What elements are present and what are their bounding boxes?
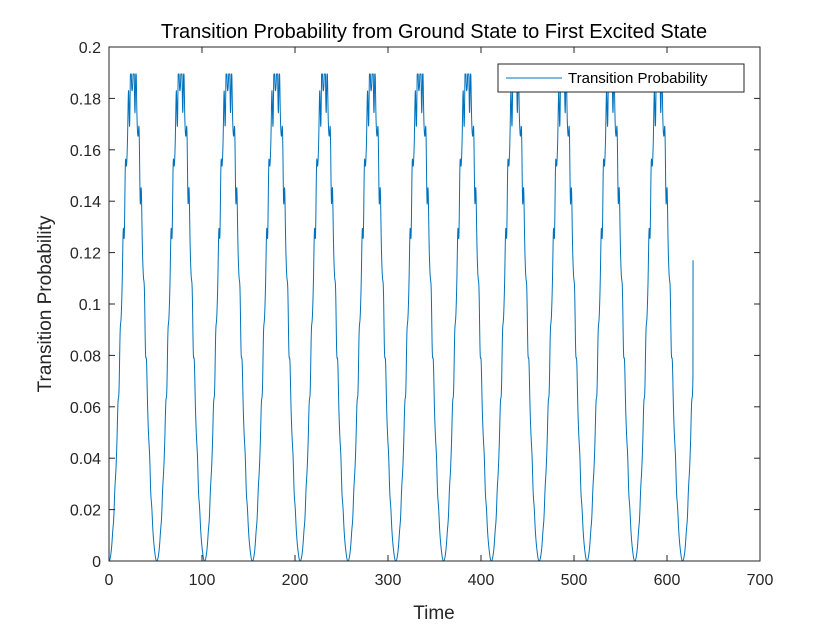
y-axis-title: Transition Probability: [35, 215, 56, 392]
legend: Transition Probability: [497, 63, 745, 93]
y-tick-label: 0.14: [70, 194, 101, 211]
legend-label: Transition Probability: [568, 70, 708, 87]
y-tick-label: 0.12: [70, 246, 101, 263]
x-axis-title: Time: [413, 603, 455, 624]
x-tick-label: 600: [654, 572, 681, 589]
plot-area: [109, 47, 760, 561]
y-tick-label: 0.04: [70, 451, 101, 468]
y-tick-label: 0.08: [70, 348, 101, 365]
y-tick-label: 0.1: [79, 297, 101, 314]
x-tick-label: 0: [105, 572, 114, 589]
series-layer: [108, 73, 694, 562]
series-line-transition-probability: [108, 73, 694, 562]
y-tick-label: 0: [92, 554, 101, 571]
y-tick-label: 0.18: [70, 91, 101, 108]
x-tick-label: 300: [375, 572, 402, 589]
y-tick-label: 0.16: [70, 143, 101, 160]
x-tick-label: 100: [189, 572, 216, 589]
x-tick-label: 500: [561, 572, 588, 589]
x-tick-label: 700: [747, 572, 774, 589]
y-tick-label: 0.2: [79, 40, 101, 57]
y-tick-label: 0.06: [70, 400, 101, 417]
chart-title: Transition Probability from Ground State…: [161, 21, 707, 43]
x-tick-label: 200: [282, 572, 309, 589]
y-tick-label: 0.02: [70, 503, 101, 520]
x-tick-label: 400: [468, 572, 495, 589]
tick-layer: 0 100 200 300 400 500 600 700 0 0.02 0.04 0.06 0.08 0…: [70, 40, 774, 589]
